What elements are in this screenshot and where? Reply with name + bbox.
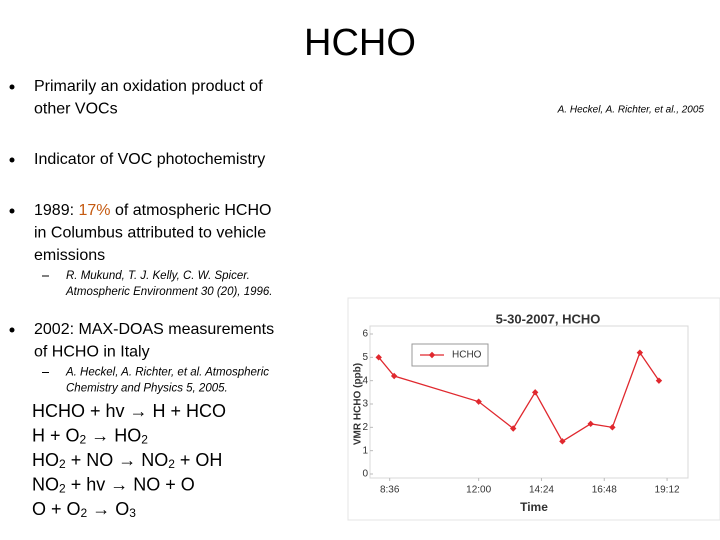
bullet-line: in Columbus attributed to vehicle <box>34 225 266 242</box>
sub-bullet-line: Atmospheric Environment 30 (20), 1996. <box>65 286 272 298</box>
legend-label: HCHO <box>452 350 482 361</box>
bullet-text: Indicator of VOC photochemistry <box>34 151 265 168</box>
bullet-line: of HCHO in Italy <box>34 344 150 361</box>
x-axis-label: Time <box>520 500 548 514</box>
y-tick-label: 2 <box>362 422 368 433</box>
reaction: HCHO + hv → H + HCO <box>32 401 226 421</box>
bullet-text: Primarily an oxidation product of <box>34 78 263 95</box>
reaction-text: NO <box>32 474 59 494</box>
reaction-text: + OH <box>175 450 223 470</box>
chart-title: 5-30-2007, HCHO <box>496 311 601 326</box>
legend-marker <box>428 351 436 359</box>
subscript: 2 <box>59 457 66 471</box>
subscript: 2 <box>141 432 148 446</box>
reaction: H + O2 → HO2 <box>32 425 148 446</box>
bullet-line: Primarily an oxidation product of <box>34 78 263 95</box>
subscript: 2 <box>81 506 88 520</box>
bullet-line: other VOCs <box>34 101 118 118</box>
bullet-text: emissions <box>34 247 105 264</box>
reaction-text: → HO <box>86 425 141 445</box>
reaction: NO2 + hv → NO + O <box>32 474 195 495</box>
chart-frame <box>347 297 720 521</box>
reaction-text: + NO → NO <box>66 450 169 470</box>
y-tick-label: 6 <box>362 329 368 340</box>
bullet-text: 1989: <box>34 202 78 219</box>
point <box>655 377 663 384</box>
subscript: 2 <box>168 457 175 471</box>
plot-area <box>369 325 689 479</box>
reaction-text: + hv → NO + O <box>66 474 195 494</box>
point <box>510 425 517 432</box>
reaction: HO2 + NO → NO2 + OH <box>32 450 222 471</box>
reaction-text: HCHO + hv → H + HCO <box>32 401 226 421</box>
point <box>531 389 539 396</box>
point <box>587 420 594 428</box>
point <box>390 372 398 380</box>
y-tick-label: 1 <box>362 445 368 456</box>
legend-box <box>411 343 489 367</box>
y-tick-label: 4 <box>362 375 368 386</box>
y-axis-label: VMR HCHO (ppb) <box>353 363 364 445</box>
bullet-text: in Columbus attributed to vehicle <box>34 225 266 242</box>
x-tick-label: 8:36 <box>380 485 400 496</box>
bullet-text: other VOCs <box>34 101 118 118</box>
reaction: O + O2 → O3 <box>32 499 136 520</box>
bullet-line: Indicator of VOC photochemistry <box>34 151 265 168</box>
reaction-text: HO <box>32 450 59 470</box>
bullet-highlight: 17% <box>78 202 110 219</box>
sub-bullet-line: Chemistry and Physics 5, 2005. <box>66 383 228 395</box>
bullet-dot <box>9 157 15 163</box>
bullet-dot <box>9 208 15 214</box>
bullet-text: 2002: MAX-DOAS measurements <box>34 321 274 338</box>
reaction-text: H + O <box>32 425 80 445</box>
subscript: 3 <box>129 506 136 520</box>
bullet-text: of atmospheric HCHO <box>111 202 272 219</box>
subscript: 2 <box>59 481 66 495</box>
bullet-dot <box>9 84 15 90</box>
y-tick-label: 3 <box>362 399 368 410</box>
x-tick-label: 19:12 <box>655 485 680 496</box>
y-tick-label: 5 <box>362 352 368 363</box>
sub-bullet-line: A. Heckel, A. Richter, et al. Atmospheri… <box>65 367 269 379</box>
point <box>375 354 382 361</box>
point <box>475 398 482 405</box>
bullet-line: 1989: 17% of atmospheric HCHO <box>34 202 271 219</box>
point <box>609 424 616 431</box>
bullet-line: emissions <box>34 247 105 264</box>
x-tick-label: 12:00 <box>466 485 491 496</box>
x-tick-label: 14:24 <box>529 485 554 496</box>
citation: A. Heckel, A. Richter, et al., 2005 <box>557 105 705 116</box>
bullet-line: 2002: MAX-DOAS measurements <box>34 321 274 338</box>
series-line <box>378 351 660 443</box>
y-tick-label: 0 <box>362 469 368 480</box>
x-tick-label: 16:48 <box>592 485 617 496</box>
slide-title: HCHO <box>304 22 416 64</box>
subscript: 2 <box>80 432 87 446</box>
bullet-dot <box>9 327 15 333</box>
point <box>559 438 566 445</box>
bullet-text: of HCHO in Italy <box>34 344 150 361</box>
reaction-text: O + O <box>32 499 81 519</box>
point <box>636 349 644 356</box>
reaction-text: → O <box>87 499 129 519</box>
sub-bullet-line: R. Mukund, T. J. Kelly, C. W. Spicer. <box>66 270 250 282</box>
